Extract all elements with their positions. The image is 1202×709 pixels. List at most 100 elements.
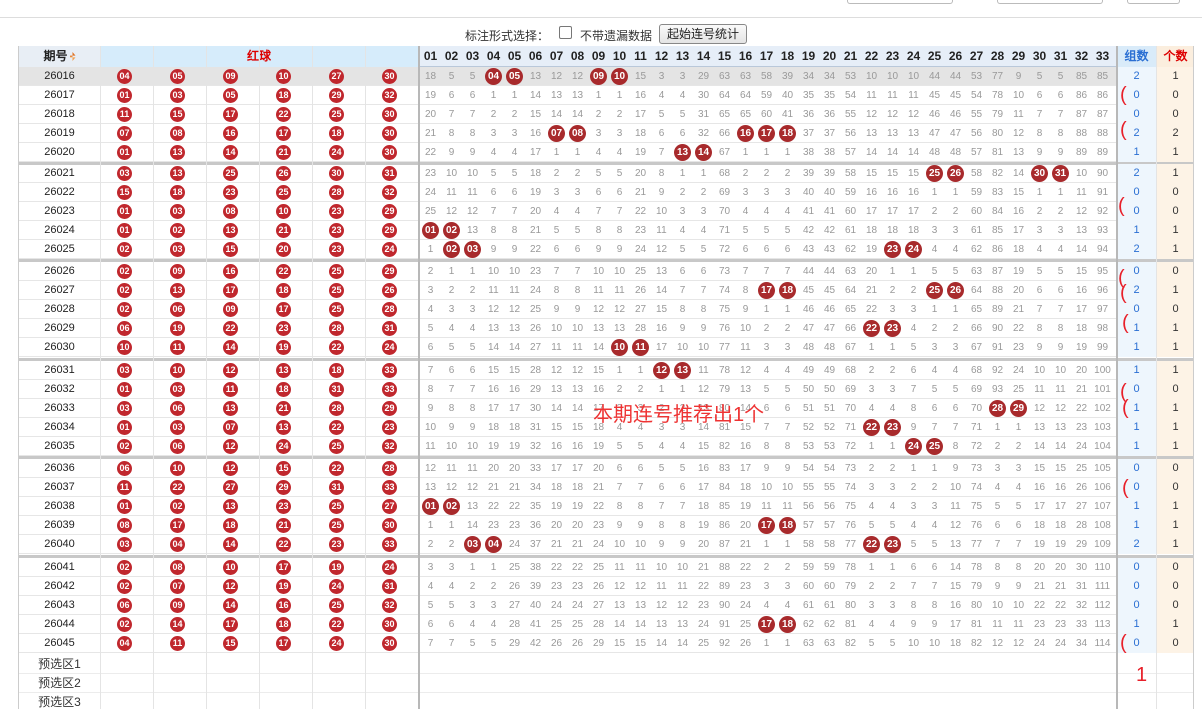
omission-value: 20 (634, 168, 647, 179)
omission-value: 9 (658, 539, 665, 550)
omission-value: 67 (970, 342, 983, 353)
table-row: 26033 03 06 13 21 28 29 9 8 8 17 17 30 14 14 17 3 3 2 2 13 80… (19, 399, 1193, 418)
preselect-row[interactable]: 预选区2 (19, 674, 1193, 693)
omission-value: 2 (931, 323, 938, 334)
omission-value: 5 (679, 463, 686, 474)
omission-value: 8 (553, 285, 560, 296)
omission-value: 103 (1094, 422, 1111, 433)
group-count-header: 组数 (1117, 46, 1156, 67)
no-omission-checkbox-label[interactable]: 不带遗漏数据 (580, 29, 653, 43)
omission-value: 4 (1015, 482, 1022, 493)
omission-value: 88 (1075, 128, 1088, 139)
omission-value: 39 (781, 71, 794, 82)
issue-number: 26024 (44, 224, 75, 236)
omission-value: 57 (823, 520, 836, 531)
omission-value: 13 (676, 619, 689, 630)
issue-number: 26036 (44, 462, 75, 474)
red-ball: 11 (170, 636, 185, 651)
table-row: 26035 02 06 12 24 25 32 11 10 10 19 19 32 16 16 19 5 5 4 4 1… (19, 437, 1193, 456)
consecutive-hit-ball: 26 (947, 165, 964, 182)
omission-value: 10 (739, 323, 752, 334)
omission-value: 10 (886, 71, 899, 82)
issue-header[interactable]: 期号 (19, 46, 100, 67)
table-row: 26042 02 07 12 19 24 31 4 4 2 2 26 39 23 23 26 12 12 11 11 2… (19, 577, 1193, 596)
lottery-table: 期号红球010203040506070809101112131415161718… (18, 46, 1194, 709)
omission-value: 51 (802, 403, 815, 414)
omission-value: 1 (931, 187, 938, 198)
preselect-label: 预选区3 (38, 695, 81, 709)
omission-value: 8 (679, 304, 686, 315)
omission-value: 4 (448, 323, 455, 334)
omission-value: 10 (1012, 600, 1025, 611)
sort-icon[interactable] (69, 52, 76, 61)
hand-mark: ( (1120, 282, 1127, 304)
omission-value: 6 (910, 365, 917, 376)
start-consecutive-stats-button[interactable]: 起始连号统计 (659, 24, 747, 44)
group-count: 1 (1117, 437, 1156, 456)
omission-value: 6 (952, 403, 959, 414)
omission-value: 17 (1012, 225, 1025, 236)
omission-value: 22 (1033, 600, 1046, 611)
omission-value: 2 (490, 109, 497, 120)
omission-value: 58 (760, 71, 773, 82)
red-ball: 08 (117, 518, 132, 533)
omission-value: 31 (529, 422, 542, 433)
group-count: 1 (1117, 497, 1156, 516)
omission-value: 14 (466, 520, 479, 531)
omission-value: 1 (658, 384, 665, 395)
omission-value: 1 (511, 90, 518, 101)
toolbar-input-right[interactable] (997, 0, 1103, 4)
omission-value: 60 (760, 109, 773, 120)
omission-value: 77 (991, 71, 1004, 82)
omission-value: 22 (550, 562, 563, 573)
consecutive-hit-ball: 24 (905, 438, 922, 455)
omission-value: 17 (886, 206, 899, 217)
omission-value: 71 (844, 422, 857, 433)
omission-value: 8 (469, 403, 476, 414)
omission-value: 11 (656, 225, 667, 236)
omission-value: 74 (970, 482, 983, 493)
omission-value: 18 (949, 638, 962, 649)
omission-value: 18 (487, 422, 500, 433)
red-ball: 03 (117, 537, 132, 552)
omission-value: 2 (1015, 441, 1022, 452)
toolbar-input-left[interactable] (847, 0, 953, 4)
omission-value: 16 (865, 187, 878, 198)
omission-value: 42 (529, 638, 542, 649)
no-omission-checkbox[interactable] (559, 26, 572, 39)
red-ball: 24 (382, 242, 397, 257)
omission-value: 10 (424, 422, 437, 433)
omission-value: 23 (1054, 619, 1067, 630)
red-ball: 30 (382, 636, 397, 651)
omission-value: 29 (1075, 539, 1088, 550)
omission-value: 2 (931, 206, 938, 217)
omission-value: 20 (1033, 562, 1046, 573)
omission-value: 35 (529, 501, 542, 512)
item-count: 1 (1156, 164, 1193, 183)
group-count: 0 (1117, 202, 1156, 221)
omission-value: 9 (952, 463, 959, 474)
omission-value: 11 (1013, 619, 1024, 630)
omission-value: 24 (571, 600, 584, 611)
preselect-row[interactable]: 预选区3 (19, 693, 1193, 709)
omission-value: 12 (676, 600, 689, 611)
group-count: 2 (1117, 240, 1156, 259)
omission-value: 73 (718, 266, 731, 277)
omission-value: 2 (553, 168, 560, 179)
omission-value: 51 (823, 403, 836, 414)
red-ball: 24 (329, 636, 344, 651)
table-row: 26017 01 03 05 18 29 32 19 6 6 1 1 14 13 13 1 1 16 4 4 30 64 6… (19, 86, 1193, 105)
item-count: 1 (1156, 143, 1193, 162)
omission-value: 34 (529, 482, 542, 493)
red-ball: 02 (170, 499, 185, 514)
preselect-row[interactable]: 预选区1 (19, 655, 1193, 674)
red-ball: 25 (276, 185, 291, 200)
omission-value: 5 (889, 638, 896, 649)
recommendation-note: 本期连号推荐出1个 (593, 404, 765, 426)
omission-value: 2 (763, 562, 770, 573)
omission-value: 4 (616, 147, 623, 158)
omission-value: 2 (952, 323, 959, 334)
toolbar-button[interactable] (1127, 0, 1180, 4)
red-ball: 03 (117, 401, 132, 416)
omission-value: 72 (844, 441, 857, 452)
